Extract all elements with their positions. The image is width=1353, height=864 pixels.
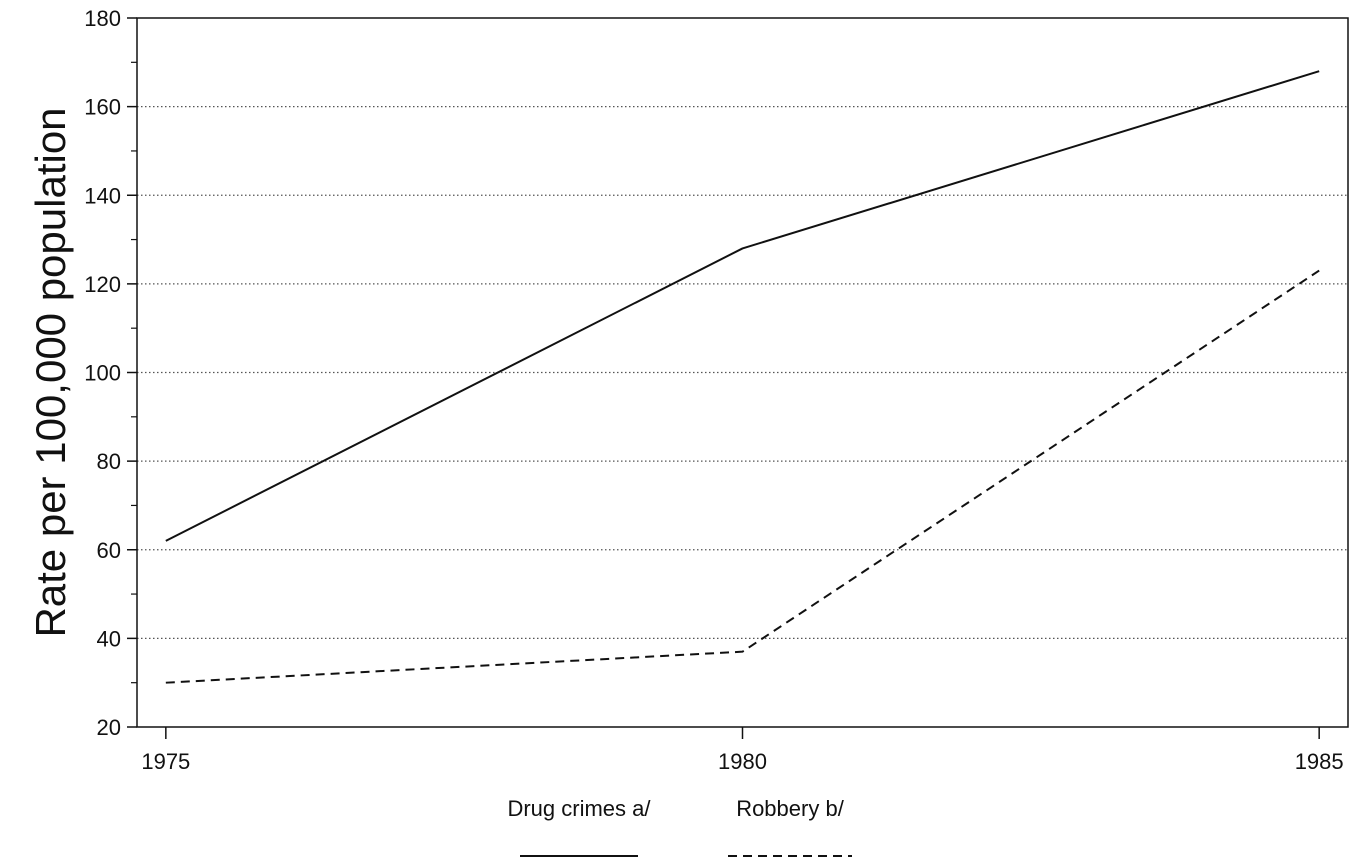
y-tick-label: 160 <box>84 95 121 120</box>
series-lines <box>165 70 1320 684</box>
y-tick-label: 140 <box>84 183 121 208</box>
y-tick-label: 80 <box>97 449 121 474</box>
y-tick-label: 100 <box>84 361 121 386</box>
y-tick-label: 60 <box>97 538 121 563</box>
y-tick-label: 120 <box>84 272 121 297</box>
y-tick-label: 40 <box>97 626 121 651</box>
series-line-drug-crimes <box>165 70 1320 542</box>
series-line-robbery <box>165 269 1320 684</box>
legend-label: Drug crimes a/ <box>507 796 651 821</box>
axis-ticks: 20 40 60 80 100 120 140 160 180 1975 1980 1985 <box>84 6 1343 774</box>
legend-label: Robbery b/ <box>736 796 845 821</box>
x-tick-label: 1975 <box>141 749 190 774</box>
x-tick-label: 1985 <box>1295 749 1344 774</box>
x-tick-label: 1980 <box>718 749 767 774</box>
legend: Drug crimes a/Robbery b/ <box>507 796 852 857</box>
y-tick-label: 180 <box>84 6 121 31</box>
y-axis-title: Rate per 100,000 population <box>27 107 74 637</box>
y-tick-label: 20 <box>97 715 121 740</box>
gridlines <box>137 106 1348 639</box>
